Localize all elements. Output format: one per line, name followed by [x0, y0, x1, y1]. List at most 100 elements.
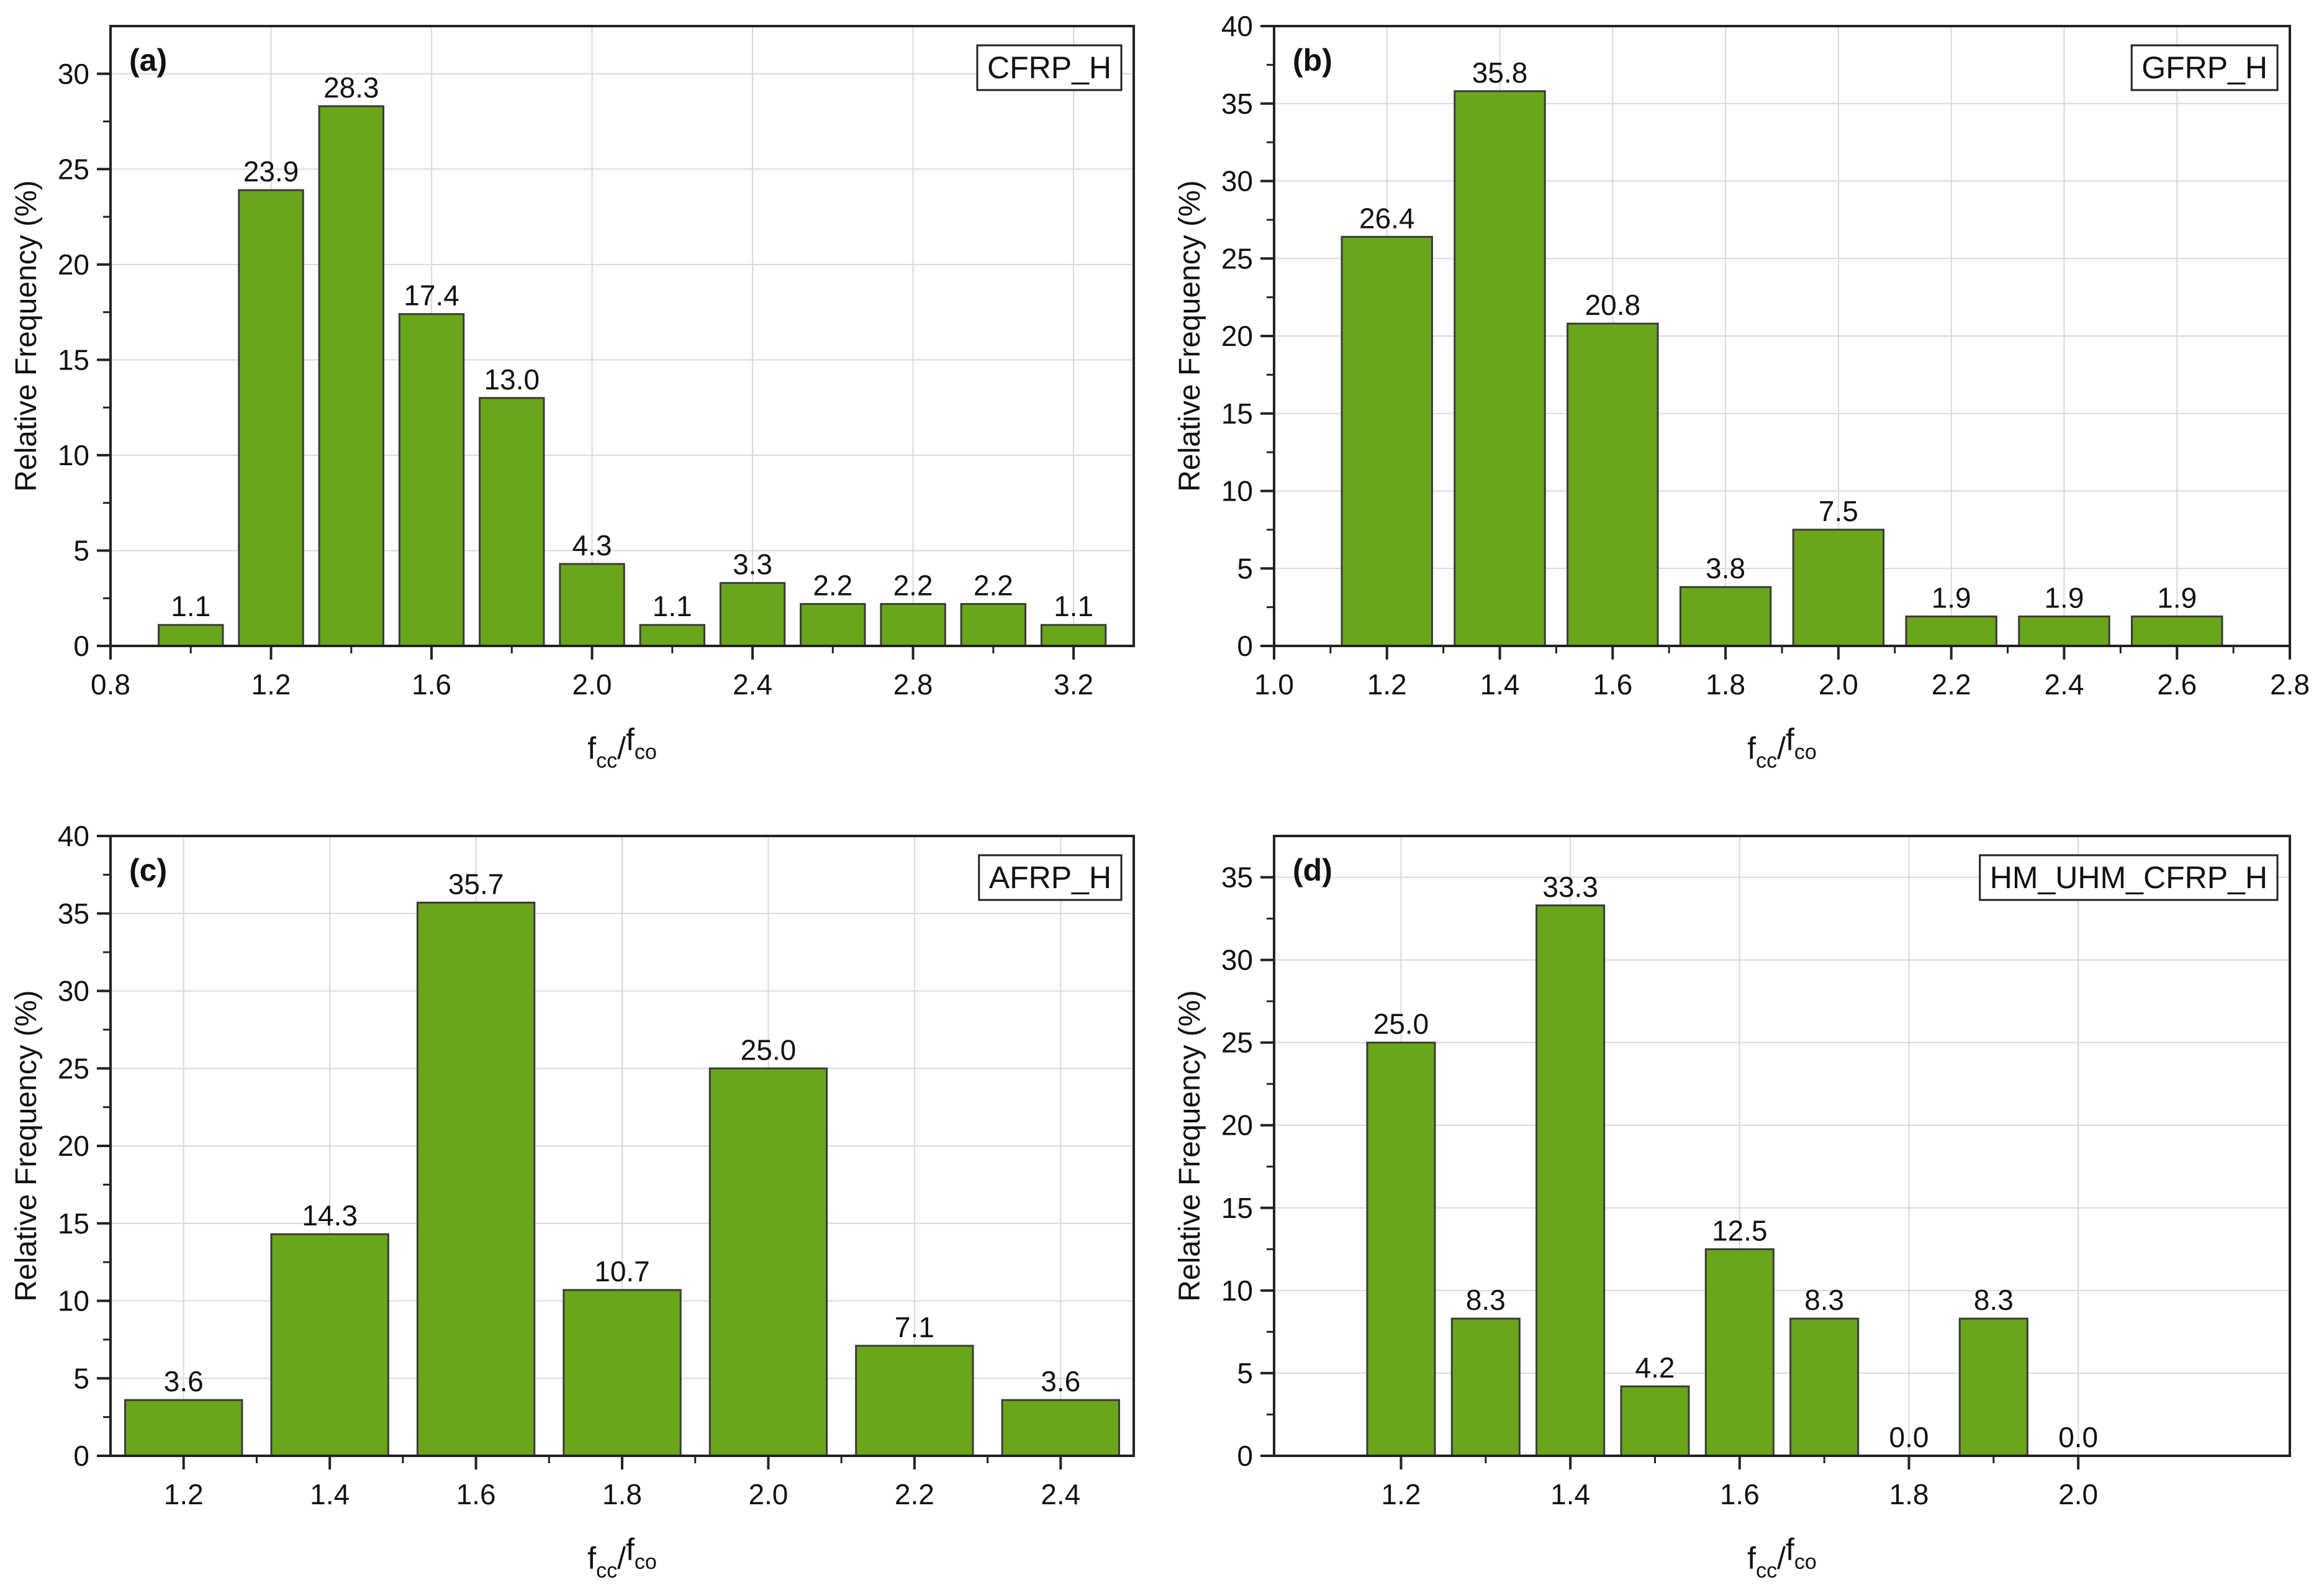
histogram-bar — [708, 1067, 828, 1457]
legend-box — [976, 44, 1123, 91]
x-axis-title-part: f — [587, 731, 596, 766]
y-tick-label: 30 — [1221, 165, 1253, 198]
legend: CFRP_H — [976, 44, 1123, 91]
y-tick-label: 25 — [58, 153, 89, 185]
y-tick-label: 40 — [1221, 10, 1253, 42]
legend-label: CFRP_H — [987, 50, 1111, 85]
histogram-bar — [719, 582, 786, 647]
bar-value-label: 14.3 — [302, 1199, 358, 1232]
legend-label: AFRP_H — [989, 860, 1111, 895]
x-axis-title-subscript: co — [635, 1550, 657, 1574]
x-tick-label: 2.2 — [1932, 668, 1971, 701]
y-axis-title: Relative Frequency (%) — [10, 180, 43, 492]
histogram-bar — [416, 901, 536, 1457]
histogram-bar — [960, 602, 1027, 647]
x-tick-label: 2.0 — [572, 668, 612, 701]
x-tick-label: 1.4 — [310, 1478, 350, 1510]
y-tick-label: 5 — [73, 534, 89, 566]
panel-label: (a) — [129, 43, 167, 78]
x-tick-label: 1.6 — [456, 1478, 496, 1510]
x-axis-title-part: f — [587, 1541, 596, 1576]
bar-value-label: 8.3 — [1974, 1284, 2014, 1316]
y-tick-label: 20 — [1221, 320, 1253, 352]
x-axis-title-subscript: cc — [1756, 1559, 1777, 1583]
histogram-bar — [158, 624, 224, 647]
x-tick-label: 1.8 — [602, 1478, 642, 1510]
x-tick-label: 1.2 — [251, 668, 291, 701]
histogram-bar — [318, 105, 384, 647]
panel-label: (c) — [129, 853, 167, 888]
bar-value-label: 1.9 — [2044, 582, 2084, 614]
x-axis-title-part: / — [1777, 731, 1786, 766]
histogram-bar — [639, 624, 705, 647]
plot-frame — [1273, 835, 2291, 1457]
x-axis-title-part: f — [1747, 1541, 1756, 1576]
histogram-bar — [1789, 1317, 1860, 1457]
y-tick-label: 25 — [1221, 242, 1253, 275]
histogram-bar — [270, 1233, 389, 1457]
x-tick-label: 1.8 — [1889, 1478, 1929, 1510]
x-tick-label: 1.2 — [164, 1478, 204, 1510]
histogram-bar — [1454, 90, 1546, 647]
x-axis-title: fcc/fco — [1747, 722, 1817, 773]
x-axis-title-part: f — [626, 722, 635, 757]
bar-value-label: 13.0 — [484, 363, 540, 396]
x-axis-title-subscript: co — [635, 740, 657, 764]
bar-value-label: 1.1 — [1054, 590, 1093, 622]
bar-value-label: 8.3 — [1466, 1284, 1506, 1316]
y-tick-label: 0 — [1237, 630, 1253, 662]
bar-value-label: 25.0 — [1373, 1008, 1429, 1040]
bar-value-label: 1.1 — [171, 590, 210, 622]
y-tick-label: 15 — [1221, 1192, 1253, 1224]
x-axis-title-part: f — [1786, 722, 1794, 757]
y-tick-label: 0 — [1237, 1440, 1253, 1472]
bar-value-label: 4.3 — [572, 529, 612, 561]
bar-value-label: 17.4 — [404, 279, 459, 312]
y-axis-title: Relative Frequency (%) — [1173, 990, 1206, 1302]
y-tick-label: 0 — [73, 630, 89, 662]
chart-panel: 3.6 14.3 35.7 10.7 25.0 7.1 3.6 1.2 1.4 1.6 1.8 2.0… — [10, 820, 1135, 1583]
legend-label: HM_UHM_CFRP_H — [1990, 860, 2267, 895]
x-tick-label: 1.0 — [1254, 668, 1294, 701]
y-tick-label: 25 — [58, 1052, 89, 1084]
y-tick-label: 30 — [1221, 944, 1253, 976]
bar-value-label: 23.9 — [243, 155, 299, 188]
x-axis-title-part: / — [1777, 1541, 1786, 1576]
bar-value-label: 7.5 — [1819, 495, 1858, 527]
bar-value-label: 3.6 — [164, 1365, 204, 1397]
y-tick-label: 10 — [58, 1285, 89, 1317]
y-tick-label: 20 — [58, 248, 89, 281]
x-tick-label: 3.2 — [1054, 668, 1093, 701]
x-tick-label: 1.4 — [1480, 668, 1520, 701]
y-tick-label: 35 — [1221, 861, 1253, 894]
histogram-bar — [1679, 586, 1772, 647]
histogram-bar — [1001, 1399, 1120, 1457]
x-tick-label: 2.0 — [748, 1478, 788, 1510]
x-tick-label: 1.6 — [1720, 1478, 1760, 1510]
x-tick-label: 2.8 — [893, 668, 933, 701]
histogram-bar — [1450, 1317, 1521, 1457]
legend-box — [978, 854, 1123, 901]
y-tick-label: 5 — [1237, 1357, 1253, 1389]
x-axis-title-part: f — [626, 1532, 635, 1567]
x-tick-label: 1.4 — [1550, 1478, 1590, 1510]
bar-value-label: 3.6 — [1041, 1365, 1080, 1397]
histogram-bar — [1620, 1385, 1690, 1457]
x-axis-title-part: / — [617, 1541, 626, 1576]
bar-value-label: 20.8 — [1585, 289, 1641, 321]
bar-value-label: 2.2 — [813, 569, 852, 601]
y-tick-label: 20 — [1221, 1109, 1253, 1142]
histogram-bar — [479, 397, 545, 647]
histogram-bar — [1567, 322, 1659, 647]
y-tick-label: 15 — [1221, 397, 1253, 430]
bar-value-label: 28.3 — [323, 71, 379, 104]
bar-value-label: 4.2 — [1635, 1351, 1675, 1384]
x-tick-label: 2.0 — [2058, 1478, 2098, 1510]
x-tick-label: 2.6 — [2157, 668, 2197, 701]
y-tick-label: 20 — [58, 1130, 89, 1162]
y-tick-label: 35 — [58, 897, 89, 930]
x-axis-title-subscript: co — [1794, 1550, 1817, 1574]
plot-frame — [109, 25, 1135, 647]
x-tick-label: 2.4 — [733, 668, 772, 701]
histogram-bar — [880, 602, 946, 647]
